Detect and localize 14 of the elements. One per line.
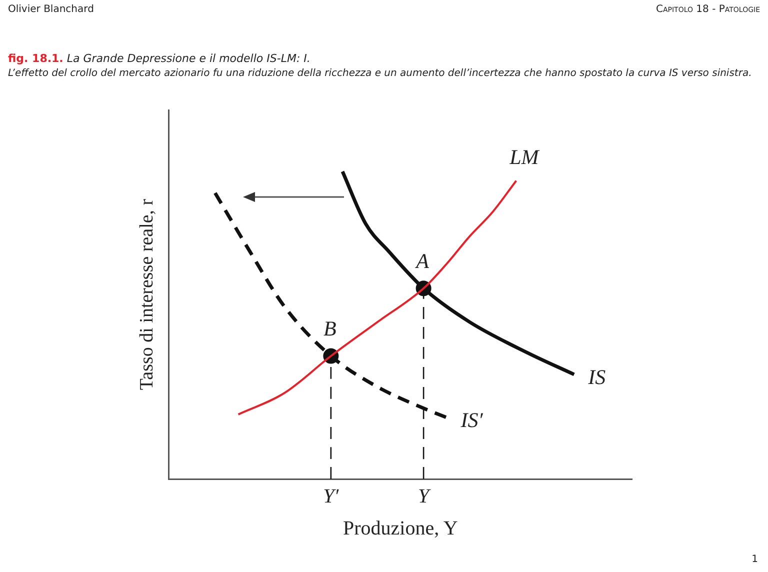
text: 1 — [752, 554, 758, 565]
y-axis-title: Tasso di interesse reale, r — [136, 198, 158, 390]
chart-subtitle: L’effetto del crollo del mercato azionario fu una riduzione della ricchezza e un aumento dell’incertezza che hanno spostato la curva IS verso sinistra. — [8, 68, 752, 79]
text: Olivier Blanchard — [8, 4, 94, 15]
text: Capitolo 18 - Patologie — [656, 4, 760, 15]
annotation: B — [324, 316, 337, 341]
series-label: IS — [587, 364, 606, 389]
x-tick-label: Y — [418, 485, 431, 508]
series-label: IS′ — [460, 408, 484, 432]
chart-title: fig. 18.1. La Grande Depressione e il modello IS-LM: I. — [8, 52, 310, 65]
annotation: A — [414, 248, 430, 273]
series-label: LM — [508, 145, 540, 170]
x-axis-title: Produzione, Y — [343, 517, 458, 540]
x-tick-label: Y′ — [323, 485, 340, 508]
